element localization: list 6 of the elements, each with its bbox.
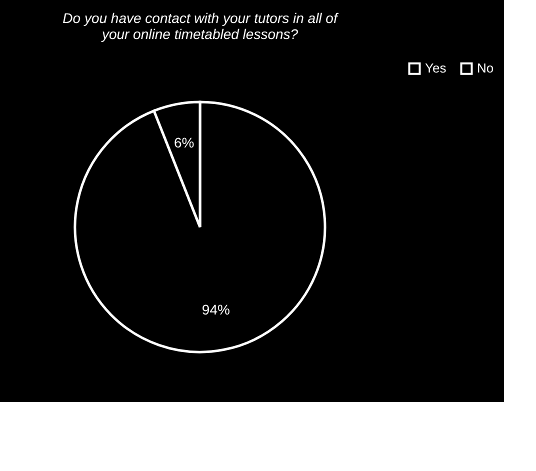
chart-title: Do you have contact with your tutors in all of your online timetabled lessons? — [62, 10, 340, 42]
pie-slice — [74, 100, 326, 354]
legend-label: Yes — [425, 60, 447, 76]
data-label: 94% — [202, 301, 230, 318]
data-label: 6% — [174, 134, 194, 151]
legend-label: No — [477, 60, 494, 76]
